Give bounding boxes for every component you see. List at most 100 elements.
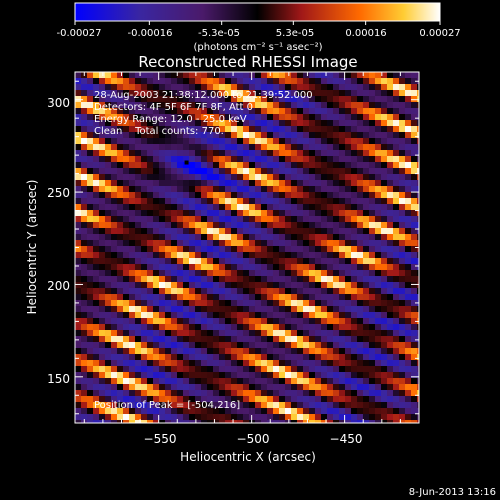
heatmap-cell [291,342,298,349]
heatmap-cell [141,348,148,355]
heatmap-cell [93,144,100,151]
heatmap-cell [291,108,298,115]
heatmap-cell [327,150,334,157]
heatmap-cell [309,276,316,283]
heatmap-cell [375,300,382,307]
heatmap-cell [201,204,208,211]
heatmap-cell [369,228,376,235]
heatmap-cell [249,384,256,391]
heatmap-cell [141,78,148,85]
heatmap-cell [171,420,178,423]
heatmap-cell [231,306,238,313]
heatmap-cell [255,360,262,367]
heatmap-cell [393,156,400,163]
heatmap-cell [213,138,220,145]
heatmap-cell [99,240,106,247]
heatmap-cell [201,216,208,223]
heatmap-cell [75,174,82,181]
heatmap-cell [303,216,310,223]
heatmap-cell [303,114,310,121]
heatmap-cell [381,366,388,373]
heatmap-cell [153,192,160,199]
heatmap-cell [399,108,406,115]
heatmap-cell [87,390,94,397]
heatmap-cell [375,240,382,247]
heatmap-cell [381,216,388,223]
heatmap-cell [207,102,214,109]
heatmap-cell [333,384,340,391]
heatmap-cell [75,312,82,319]
heatmap-cell [117,264,124,271]
heatmap-cell [297,300,304,307]
heatmap-cell [123,126,130,133]
heatmap-cell [159,192,166,199]
heatmap-cell [381,126,388,133]
heatmap-cell [159,180,166,187]
heatmap-cell [357,114,364,121]
heatmap-cell [363,138,370,145]
heatmap-cell [285,414,292,421]
heatmap-cell [99,312,106,319]
heatmap-cell [303,324,310,331]
heatmap-cell [141,360,148,367]
heatmap-cell [303,204,310,211]
heatmap-cell [351,186,358,193]
heatmap-cell [75,354,82,361]
heatmap-cell [249,210,256,217]
heatmap-cell [279,114,286,121]
heatmap-cell [135,318,142,325]
heatmap-cell [213,156,220,163]
heatmap-cell [267,342,274,349]
heatmap-cell [345,324,352,331]
heatmap-cell [273,96,280,103]
heatmap-cell [219,384,226,391]
heatmap-cell [237,282,244,289]
heatmap-cell [243,180,250,187]
heatmap-cell [381,348,388,355]
heatmap-cell [147,132,154,139]
heatmap-cell [273,114,280,121]
heatmap-cell [135,228,142,235]
heatmap-cell [207,180,214,187]
heatmap-cell [81,318,88,325]
heatmap-cell [147,192,154,199]
heatmap-cell [309,294,316,301]
heatmap-cell [273,330,280,337]
heatmap-cell [303,402,310,409]
heatmap-cell [213,162,220,169]
heatmap-cell [345,414,352,421]
heatmap-cell [225,396,232,403]
heatmap-cell [357,288,364,295]
heatmap-cell [183,312,190,319]
heatmap-cell [249,168,256,175]
heatmap-cell [231,192,238,199]
heatmap-cell [171,324,178,331]
heatmap-cell [213,348,220,355]
heatmap-cell [249,342,256,349]
heatmap-cell [189,168,196,175]
heatmap-cell [303,288,310,295]
heatmap-cell [195,180,202,187]
heatmap-cell [393,306,400,313]
heatmap-cell [303,294,310,301]
heatmap-cell [195,222,202,229]
heatmap-cell [159,414,166,421]
heatmap-cell [207,258,214,265]
heatmap-cell [363,174,370,181]
heatmap-cell [261,360,268,367]
heatmap-cell [345,240,352,247]
heatmap-cell [177,198,184,205]
heatmap-cell [297,96,304,103]
heatmap-cell [147,90,154,97]
heatmap-cell [381,120,388,127]
heatmap-cell [273,420,280,423]
heatmap-cell [177,144,184,151]
heatmap-cell [249,84,256,91]
heatmap-cell [237,84,244,91]
heatmap-cell [225,408,232,415]
heatmap-cell [285,270,292,277]
heatmap-cell [297,210,304,217]
heatmap-cell [387,324,394,331]
heatmap-cell [381,90,388,97]
heatmap-cell [123,78,130,85]
